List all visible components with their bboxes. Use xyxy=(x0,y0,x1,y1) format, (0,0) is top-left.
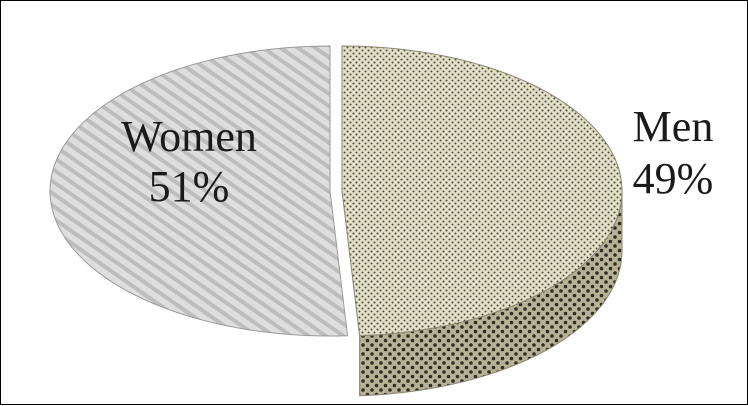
slice-label-women: Women xyxy=(121,112,257,161)
slice-label-men: Men xyxy=(633,102,714,151)
pie-slice-top-women xyxy=(49,45,349,337)
pie-slice-top-men xyxy=(341,45,623,337)
pie-slice-women xyxy=(49,45,349,337)
slice-value-women: 51% xyxy=(149,162,230,211)
pie-slice-men xyxy=(341,45,623,397)
slice-value-men: 49% xyxy=(633,154,714,203)
